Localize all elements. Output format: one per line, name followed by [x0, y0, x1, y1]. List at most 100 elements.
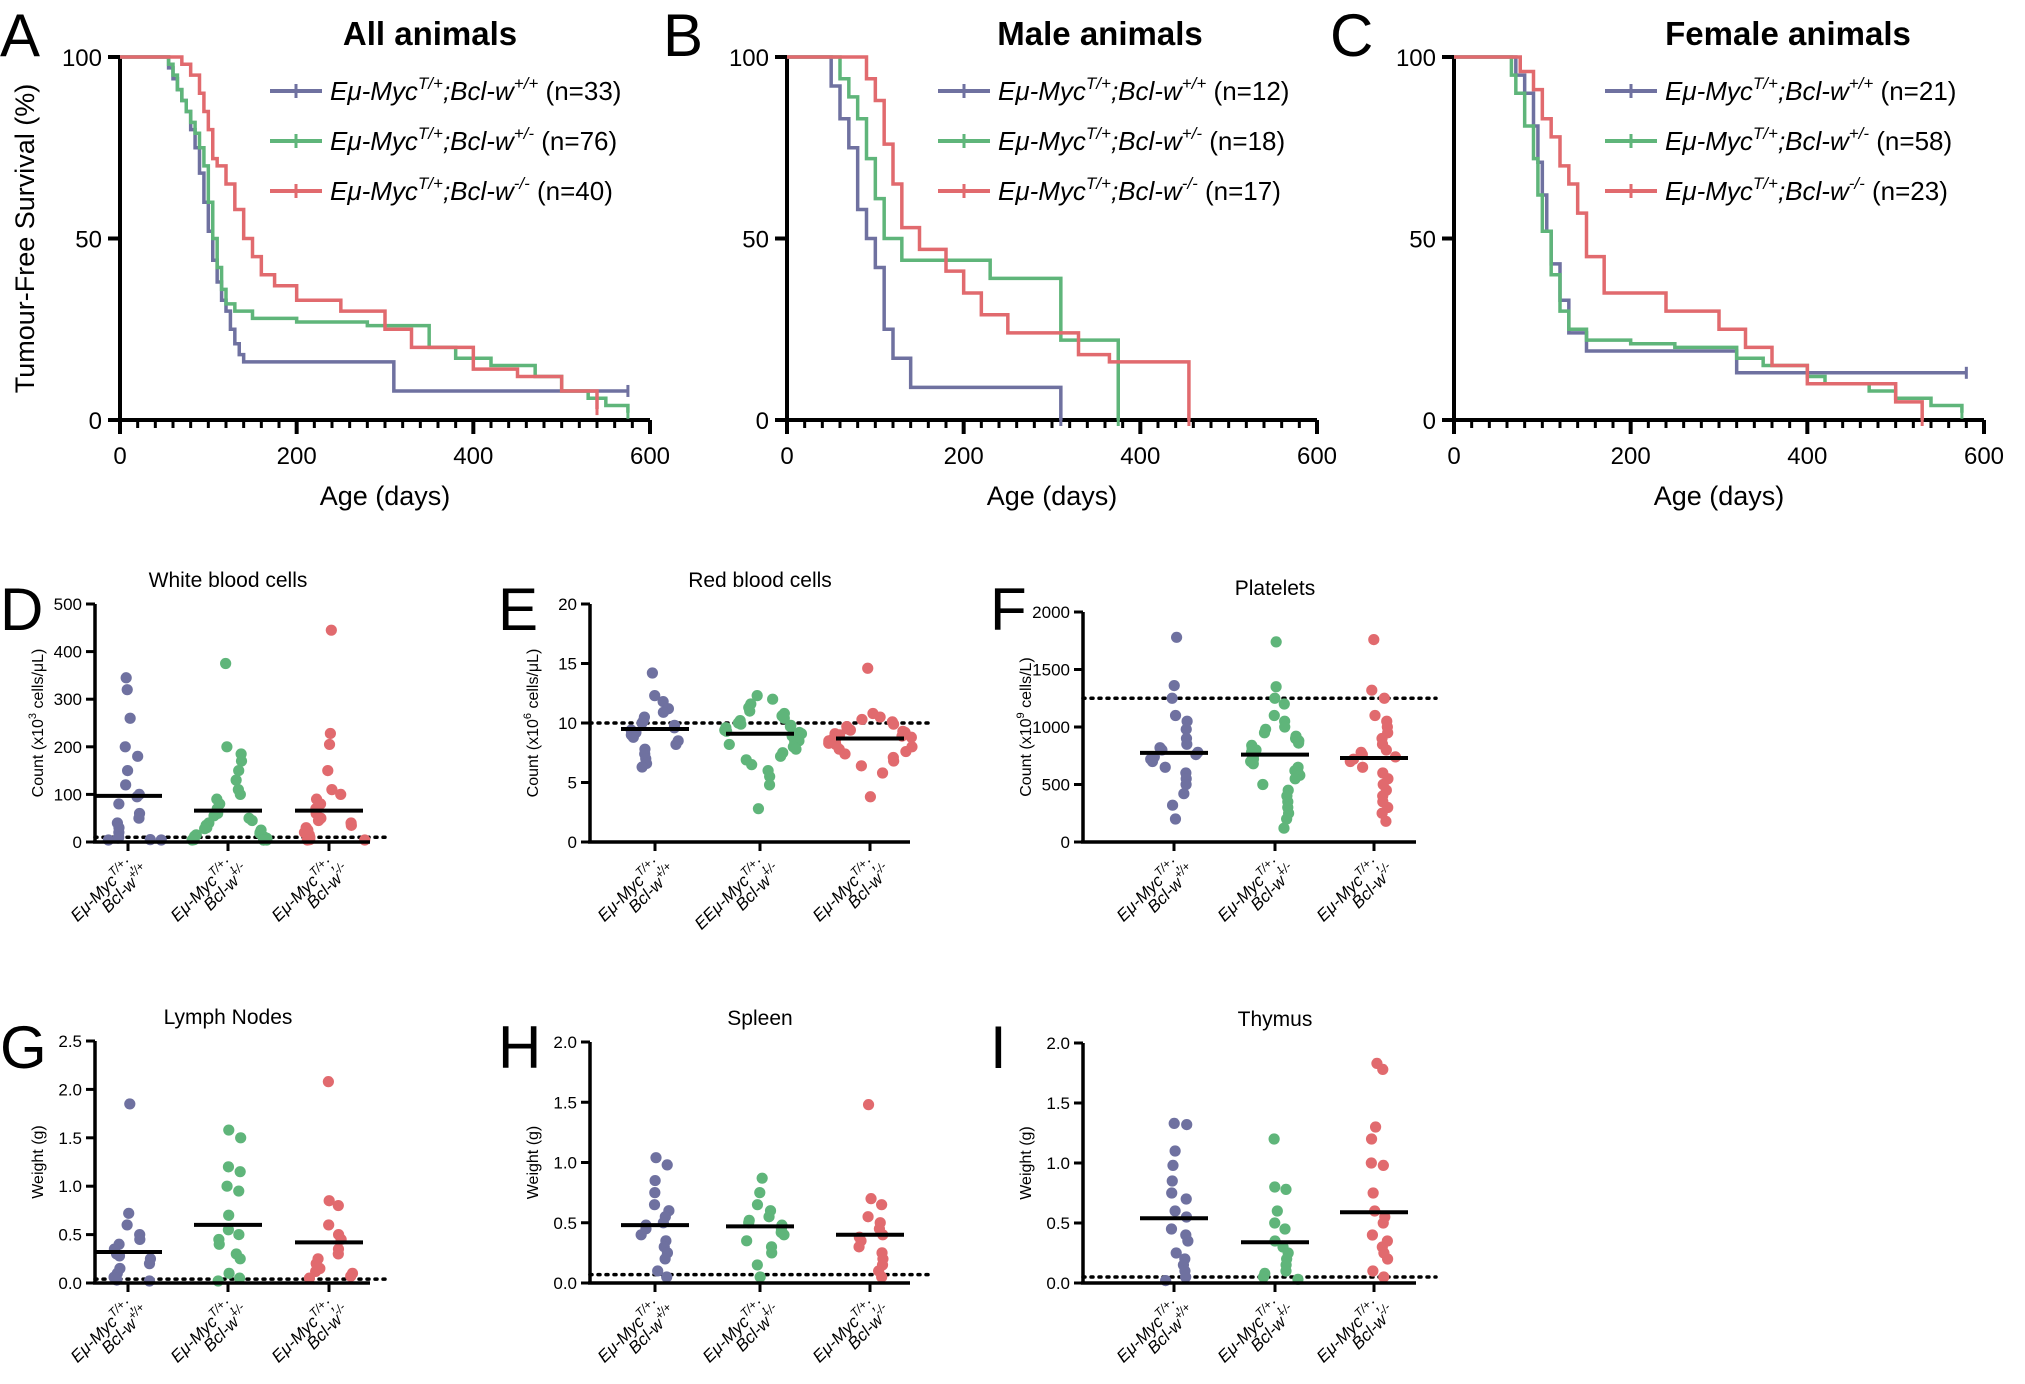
panel-label: G — [0, 1014, 47, 1081]
data-point-ko — [905, 731, 917, 743]
data-point-ko — [1366, 684, 1378, 696]
data-point-wt — [636, 761, 648, 773]
panel-title: Spleen — [727, 1007, 792, 1030]
data-point-ko — [312, 814, 325, 827]
x-tick-label: 600 — [1964, 443, 2004, 470]
data-point-wt — [1167, 1159, 1179, 1171]
data-point-ko — [874, 711, 886, 723]
y-axis-label: Count (x109 cells/L) — [1015, 657, 1035, 797]
x-tick-label: 200 — [944, 443, 984, 470]
y-axis-label: Count (x103 cells/μL) — [27, 649, 47, 798]
x-tick-label: 200 — [277, 443, 317, 470]
text-run: +/- — [1849, 124, 1870, 143]
y-tick-label: 1.5 — [553, 1093, 577, 1112]
data-point-ko — [1377, 1217, 1389, 1229]
y-axis-label: Weight (g) — [30, 1125, 47, 1199]
data-point-ko — [345, 1270, 357, 1282]
panel-title: Female animals — [1665, 15, 1911, 52]
text-run: cells/L) — [1018, 657, 1035, 712]
data-point-het — [766, 1247, 778, 1259]
y-tick-label: 0 — [1423, 408, 1436, 435]
y-tick-label: 1.0 — [58, 1177, 82, 1196]
data-point-het — [1271, 1205, 1283, 1217]
text-run: (n=33) — [538, 76, 621, 106]
data-point-ko — [888, 755, 900, 767]
data-point-wt — [121, 684, 133, 696]
text-run: T/+ — [1086, 74, 1111, 93]
text-run: T/+ — [1086, 174, 1111, 193]
data-point-ko — [1367, 1265, 1379, 1277]
y-tick-label: 300 — [54, 690, 82, 709]
data-point-wt — [670, 738, 682, 751]
data-point-het — [752, 803, 765, 815]
data-point-het — [222, 1224, 235, 1236]
data-point-het — [744, 705, 756, 717]
data-point-wt — [1169, 709, 1182, 722]
x-tick-label: 0 — [113, 443, 126, 470]
data-point-het — [223, 1209, 235, 1221]
data-point-wt — [1170, 1247, 1182, 1259]
data-point-het — [221, 741, 233, 753]
y-tick-label: 0 — [89, 408, 102, 435]
data-point-wt — [1169, 1205, 1181, 1217]
data-point-wt — [143, 1258, 156, 1270]
data-point-wt — [635, 1229, 647, 1241]
data-point-het — [778, 1229, 790, 1241]
text-run: (n=58) — [1869, 126, 1952, 156]
text-run: T/+ — [1753, 124, 1778, 143]
y-tick-label: 0 — [1061, 833, 1070, 852]
data-point-wt — [1166, 799, 1179, 811]
data-point-wt — [1165, 1223, 1178, 1235]
data-point-ko — [844, 724, 857, 736]
text-run: T/+ — [418, 124, 443, 143]
text-run: +/+ — [1849, 74, 1874, 93]
data-point-ko — [323, 1219, 335, 1231]
data-point-wt — [155, 834, 167, 846]
text-run: Eμ-Myc — [330, 126, 418, 156]
y-tick-label: 100 — [1396, 45, 1436, 72]
data-point-het — [212, 1275, 224, 1287]
data-point-ko — [1377, 1159, 1389, 1171]
text-run: (n=76) — [534, 126, 617, 156]
y-axis-label: Weight (g) — [525, 1126, 542, 1200]
x-tick-label: 400 — [1120, 443, 1160, 470]
text-run: ;Bcl-w — [1111, 76, 1184, 106]
text-run: 6 — [522, 713, 534, 719]
text-run: +/- — [1182, 124, 1203, 143]
data-point-wt — [661, 1271, 673, 1283]
y-tick-label: 1000 — [1032, 718, 1070, 737]
text-run: Count (x10 — [30, 719, 47, 797]
data-point-het — [230, 774, 242, 786]
panel-label: H — [498, 1014, 541, 1081]
panel-title: Male animals — [997, 15, 1202, 52]
panel-label: D — [0, 576, 43, 643]
y-tick-label: 0.5 — [1046, 1214, 1070, 1233]
y-tick-label: 1500 — [1032, 661, 1070, 680]
survival-line-het — [787, 55, 1120, 420]
y-tick-label: 1.0 — [1046, 1154, 1070, 1173]
panel-F: F Platelets 0 500 1000 1500 2000 Count (x109 ce… — [990, 576, 1438, 925]
data-point-wt — [124, 712, 136, 724]
text-run: T/+ — [418, 74, 443, 93]
legend-label-wt: Eμ-MycT/+;Bcl-w+/+ (n=21) — [1665, 74, 1956, 106]
data-point-wt — [120, 779, 132, 791]
data-point-het — [199, 823, 211, 835]
text-run: T/+ — [418, 174, 443, 193]
text-run: cells/μL) — [30, 649, 47, 713]
data-point-ko — [839, 748, 851, 760]
data-point-het — [223, 1267, 235, 1279]
legend-label-wt: Eμ-MycT/+;Bcl-w+/+ (n=12) — [998, 74, 1289, 106]
panel-title: Thymus — [1238, 1008, 1313, 1031]
data-point-wt — [657, 706, 669, 718]
y-tick-label: 50 — [1409, 227, 1436, 254]
y-tick-label: 100 — [54, 785, 82, 804]
data-point-ko — [1380, 744, 1392, 756]
text-run: ;Bcl-w — [443, 126, 516, 156]
data-point-het — [1270, 636, 1282, 648]
data-point-wt — [1181, 1119, 1193, 1131]
data-point-ko — [1369, 1121, 1382, 1133]
data-point-wt — [121, 765, 134, 777]
y-tick-label: 0 — [756, 408, 769, 435]
